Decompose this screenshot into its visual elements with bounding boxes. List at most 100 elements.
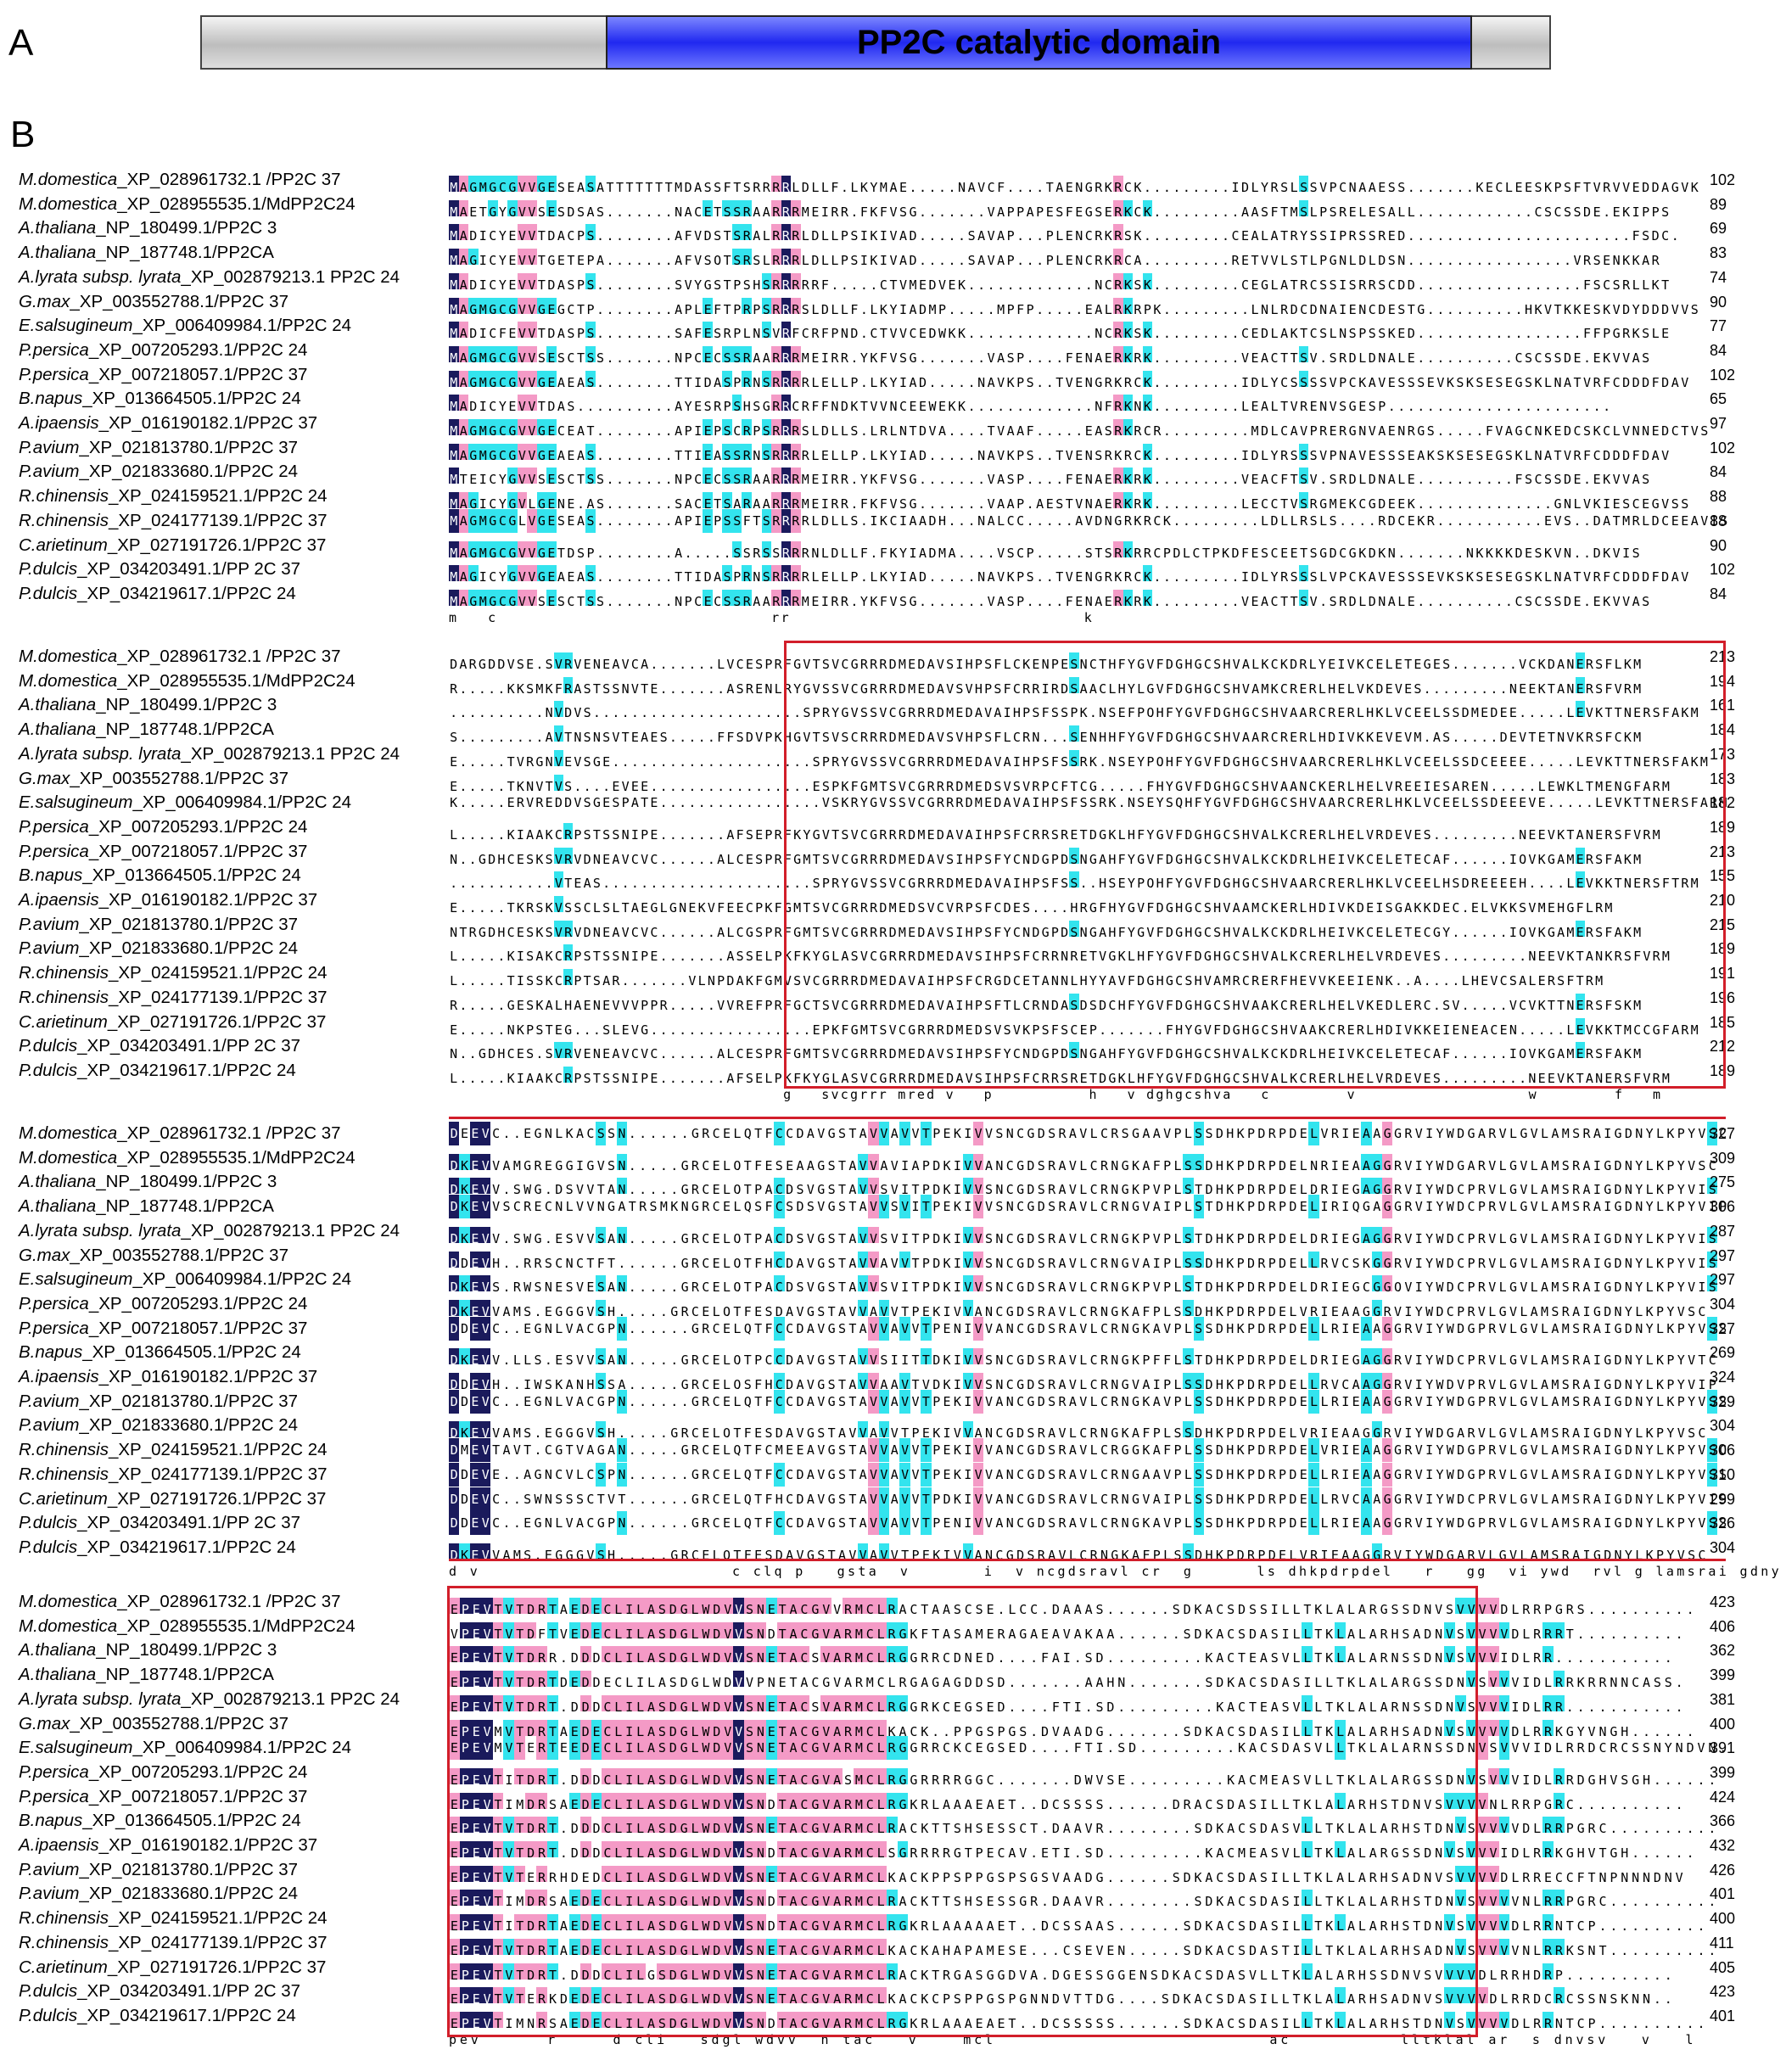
residue: R bbox=[781, 199, 792, 216]
residue: K bbox=[1564, 301, 1572, 314]
residue: N bbox=[1084, 350, 1093, 362]
residue: D bbox=[469, 326, 478, 339]
residue: K bbox=[565, 1126, 574, 1141]
residue: N bbox=[1127, 795, 1135, 811]
residue: . bbox=[1055, 301, 1064, 314]
residue: . bbox=[688, 826, 697, 839]
residue: . bbox=[1065, 512, 1073, 529]
residue: F bbox=[997, 180, 1005, 192]
residue: S bbox=[1524, 472, 1532, 484]
residue: R bbox=[936, 778, 944, 791]
residue: H bbox=[1108, 851, 1117, 864]
species-genus: A.lyrata subsp. lyrata bbox=[19, 743, 182, 764]
residue: E bbox=[1452, 1022, 1460, 1034]
residue: A bbox=[596, 253, 604, 266]
residue: . bbox=[958, 204, 966, 216]
residue: . bbox=[948, 253, 956, 266]
residue: L bbox=[811, 374, 820, 387]
residue: S bbox=[557, 204, 565, 216]
residue: . bbox=[478, 997, 486, 1010]
residue: T bbox=[576, 350, 585, 362]
residue bbox=[1650, 582, 1660, 606]
residue: R bbox=[1134, 496, 1142, 509]
residue: D bbox=[1661, 301, 1670, 314]
residue: . bbox=[1036, 301, 1044, 314]
residue: V bbox=[507, 657, 515, 669]
residue bbox=[1689, 314, 1699, 338]
residue: . bbox=[488, 973, 496, 986]
residue: . bbox=[1162, 277, 1171, 289]
residue: E bbox=[965, 876, 973, 888]
residue: E bbox=[1346, 753, 1355, 766]
residue: H bbox=[1232, 997, 1240, 1010]
residue: G bbox=[1417, 301, 1425, 314]
residue: . bbox=[468, 1070, 477, 1083]
residue: . bbox=[606, 512, 614, 529]
residue: . bbox=[1231, 472, 1240, 484]
residue: R bbox=[1041, 949, 1050, 961]
residue: . bbox=[1470, 1046, 1479, 1059]
residue: E bbox=[1337, 705, 1346, 718]
residue: M bbox=[1633, 1046, 1642, 1059]
residue: I bbox=[1337, 851, 1346, 864]
residue: S bbox=[537, 472, 546, 484]
residue: R bbox=[791, 249, 801, 266]
residue: . bbox=[606, 277, 614, 289]
residue: K bbox=[958, 326, 966, 339]
residue: I bbox=[899, 569, 907, 582]
residue: C bbox=[1123, 253, 1132, 266]
residue: V bbox=[574, 753, 582, 766]
residue: . bbox=[468, 680, 477, 693]
residue: D bbox=[1368, 593, 1376, 606]
species-genus: R.chinensis bbox=[19, 486, 109, 507]
residue: V bbox=[1700, 512, 1709, 529]
residue: R bbox=[1300, 512, 1308, 529]
residue: . bbox=[1504, 496, 1513, 509]
residue: E bbox=[1328, 657, 1336, 669]
residue: . bbox=[1212, 374, 1220, 387]
residue: E bbox=[984, 795, 993, 811]
residue: S bbox=[526, 973, 535, 986]
residue: M bbox=[803, 1046, 811, 1059]
accession-label: _XP_002879213.1 PP2C 24 bbox=[181, 266, 400, 287]
residue: F bbox=[1022, 1070, 1031, 1083]
residue: . bbox=[1417, 472, 1425, 484]
residue: . bbox=[516, 705, 524, 718]
residue: S bbox=[946, 1046, 955, 1059]
residue: E bbox=[469, 204, 478, 216]
residue: I bbox=[479, 472, 487, 484]
residue: . bbox=[1481, 1046, 1489, 1059]
residue bbox=[1699, 339, 1710, 362]
residue: E bbox=[1537, 795, 1546, 811]
residue: A bbox=[458, 589, 469, 606]
residue: N bbox=[1465, 545, 1474, 557]
residue: K bbox=[1495, 545, 1503, 557]
residue: V bbox=[517, 419, 528, 435]
residue: K bbox=[831, 1022, 840, 1034]
residue: S bbox=[612, 680, 620, 693]
residue: E bbox=[1537, 973, 1546, 986]
residue: . bbox=[1583, 545, 1592, 557]
residue: A bbox=[458, 370, 469, 387]
residue: I bbox=[1710, 512, 1718, 529]
residue: G bbox=[536, 176, 547, 192]
residue: F bbox=[694, 326, 703, 339]
residue: K bbox=[535, 924, 544, 937]
residue: R bbox=[840, 472, 848, 484]
residue: E bbox=[1348, 204, 1357, 216]
residue: A bbox=[612, 657, 620, 669]
residue: A bbox=[576, 569, 585, 582]
residue: . bbox=[707, 1070, 715, 1083]
residue: S bbox=[1564, 512, 1572, 529]
residue: K bbox=[1603, 301, 1611, 314]
residue: E bbox=[1404, 949, 1413, 961]
residue: . bbox=[1461, 730, 1470, 742]
residue: M bbox=[449, 272, 459, 289]
residue: N bbox=[592, 924, 601, 937]
residue: A bbox=[946, 826, 955, 839]
residue: C bbox=[1661, 228, 1670, 241]
residue: A bbox=[1079, 680, 1088, 693]
residue: F bbox=[1003, 680, 1011, 693]
